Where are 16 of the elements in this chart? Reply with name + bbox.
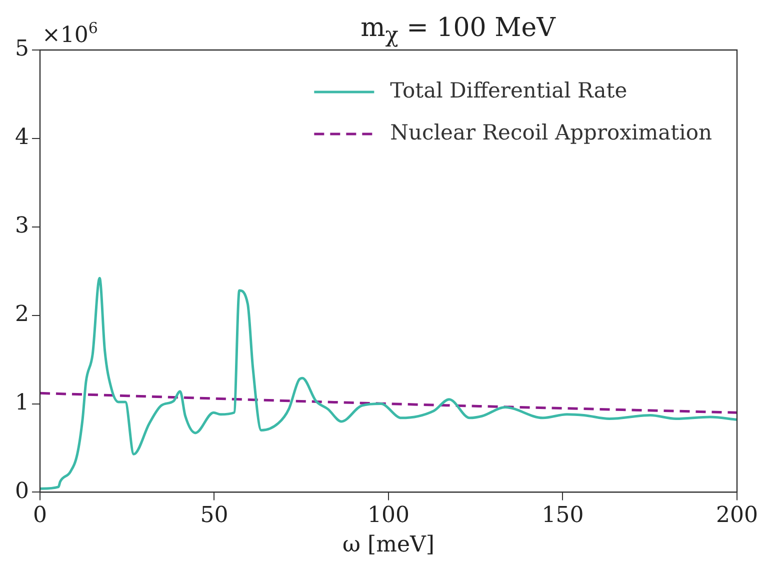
legend-label: Nuclear Recoil Approximation bbox=[390, 120, 712, 144]
y-tick-label: 1 bbox=[14, 390, 29, 416]
x-tick-label: 100 bbox=[368, 503, 410, 528]
y-tick-label: 4 bbox=[14, 125, 29, 150]
y-tick-label: 0 bbox=[14, 478, 29, 504]
x-tick-label: 150 bbox=[542, 503, 584, 528]
legend-label: Total Differential Rate bbox=[390, 78, 628, 102]
x-tick-label: 200 bbox=[716, 503, 758, 528]
x-tick-label: 0 bbox=[32, 503, 47, 528]
y-tick-label: 2 bbox=[14, 302, 29, 328]
x-tick-label: 50 bbox=[200, 503, 228, 528]
y-tick-label: 3 bbox=[14, 214, 29, 239]
line-series bbox=[40, 276, 737, 490]
chart-title: m$_{χ}$ = 100 MeV bbox=[360, 12, 557, 48]
y-tick-label: 5 bbox=[14, 36, 29, 62]
x-axis-title: ω [meV] bbox=[342, 532, 434, 558]
